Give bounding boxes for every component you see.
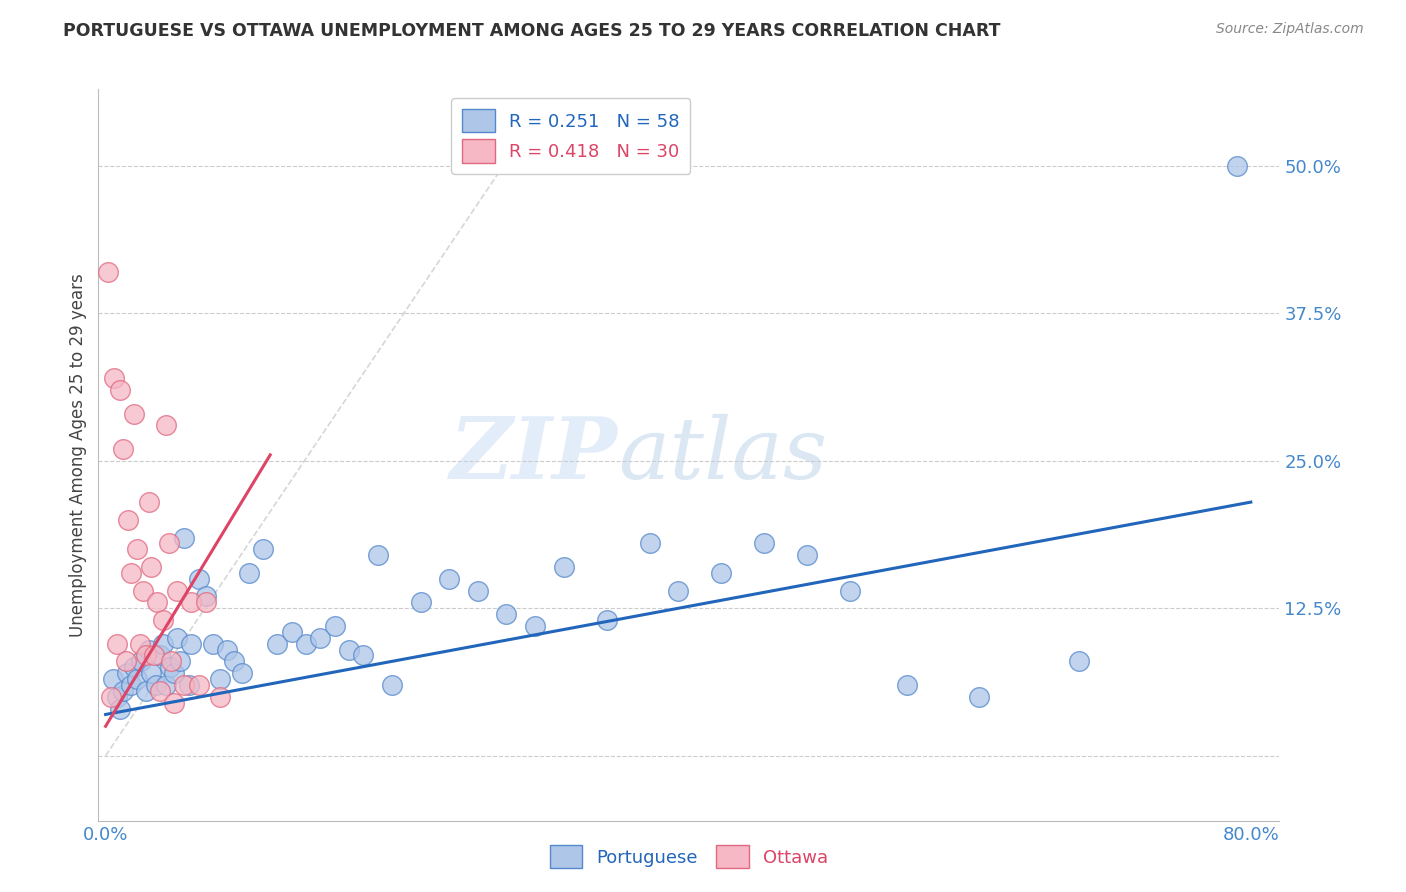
Point [1225,159,1247,173]
Point [194,590,217,604]
Point [209,690,232,704]
Point [105,690,128,704]
Point [117,513,139,527]
Point [111,442,134,456]
Point [180,637,202,651]
Text: Source: ZipAtlas.com: Source: ZipAtlas.com [1216,22,1364,37]
Point [152,637,174,651]
Point [114,654,136,668]
Point [159,660,181,674]
Point [125,542,148,557]
Point [177,678,200,692]
Point [143,648,166,663]
Point [100,690,122,704]
Point [231,666,253,681]
Point [155,678,177,692]
Point [352,648,374,663]
Point [896,678,918,692]
Point [132,583,155,598]
Point [149,684,172,698]
Point [224,654,246,668]
Point [553,560,575,574]
Point [163,696,186,710]
Point [201,637,224,651]
Point [155,418,177,433]
Point [323,619,346,633]
Point [252,542,274,557]
Point [839,583,862,598]
Point [187,572,209,586]
Point [595,613,617,627]
Point [101,672,124,686]
Y-axis label: Unemployment Among Ages 25 to 29 years: Unemployment Among Ages 25 to 29 years [69,273,87,637]
Point [125,672,148,686]
Point [152,613,174,627]
Point [495,607,517,622]
Point [710,566,733,580]
Point [115,666,138,681]
Point [138,642,160,657]
Point [105,637,128,651]
Point [103,371,125,385]
Point [166,583,188,598]
Point [180,595,202,609]
Text: atlas: atlas [619,414,827,496]
Point [409,595,432,609]
Point [146,595,169,609]
Point [120,566,142,580]
Point [173,678,195,692]
Point [149,648,172,663]
Point [173,531,195,545]
Point [108,383,131,397]
Point [141,560,163,574]
Point [120,678,142,692]
Point [111,684,134,698]
Point [1067,654,1090,668]
Point [381,678,404,692]
Legend: Portuguese, Ottawa: Portuguese, Ottawa [541,836,837,878]
Point [169,654,191,668]
Point [97,265,120,279]
Point [163,666,186,681]
Point [967,690,990,704]
Point [337,642,360,657]
Point [467,583,489,598]
Text: ZIP: ZIP [450,413,619,497]
Point [752,536,775,550]
Point [157,536,180,550]
Point [138,495,160,509]
Point [166,631,188,645]
Text: PORTUGUESE VS OTTAWA UNEMPLOYMENT AMONG AGES 25 TO 29 YEARS CORRELATION CHART: PORTUGUESE VS OTTAWA UNEMPLOYMENT AMONG … [63,22,1001,40]
Point [638,536,661,550]
Point [524,619,547,633]
Point [135,648,157,663]
Point [135,684,157,698]
Point [367,548,389,562]
Point [796,548,818,562]
Point [194,595,217,609]
Point [129,637,152,651]
Point [108,701,131,715]
Point [437,572,460,586]
Point [141,666,163,681]
Point [145,678,167,692]
Point [187,678,209,692]
Point [238,566,260,580]
Point [666,583,689,598]
Point [280,624,302,639]
Point [122,407,145,421]
Point [266,637,288,651]
Point [131,654,153,668]
Point [217,642,239,657]
Point [309,631,332,645]
Point [209,672,232,686]
Point [295,637,318,651]
Point [122,660,145,674]
Point [160,654,183,668]
